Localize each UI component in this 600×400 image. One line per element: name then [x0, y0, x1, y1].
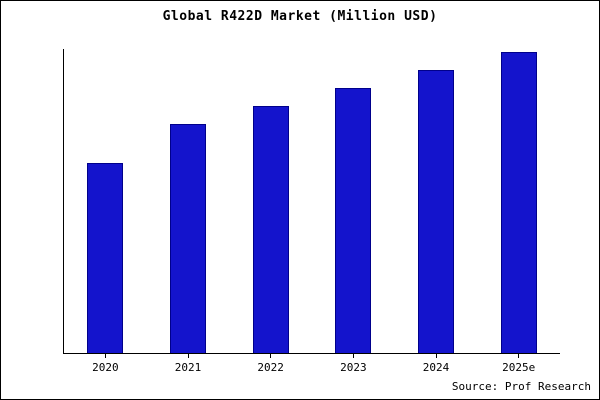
- bar-2025e: [500, 52, 537, 353]
- x-axis-labels: 2020 2021 2022 2023 2024 2025e: [64, 354, 560, 374]
- x-tick: 2022: [229, 354, 312, 374]
- bar-cell: [477, 49, 560, 353]
- plot-area: [63, 49, 560, 354]
- bar-cell: [312, 49, 395, 353]
- bars: [64, 49, 560, 353]
- x-tick-mark: [187, 354, 189, 358]
- bar-cell: [229, 49, 312, 353]
- bar-cell: [395, 49, 478, 353]
- bar-2023: [335, 88, 372, 353]
- x-tick-mark: [518, 354, 520, 358]
- bar-cell: [147, 49, 230, 353]
- x-tick: 2021: [147, 354, 230, 374]
- x-tick-mark: [104, 354, 106, 358]
- x-tick: 2024: [395, 354, 478, 374]
- bar-2020: [87, 163, 124, 353]
- x-tick-label-2024: 2024: [422, 361, 450, 374]
- x-tick-label-2021: 2021: [174, 361, 202, 374]
- bar-2022: [252, 106, 289, 353]
- x-tick-label-2022: 2022: [257, 361, 284, 374]
- x-tick: 2023: [312, 354, 395, 374]
- bar-2021: [170, 124, 206, 353]
- x-tick: 2020: [64, 354, 147, 374]
- x-tick-label-2025e: 2025e: [502, 361, 536, 374]
- x-tick-mark: [270, 354, 272, 358]
- bar-2024: [418, 70, 455, 353]
- bar-cell: [64, 49, 147, 353]
- chart-title: Global R422D Market (Million USD): [162, 9, 438, 24]
- x-tick-label-2020: 2020: [92, 361, 119, 374]
- x-tick-mark: [352, 354, 354, 358]
- x-tick: 2025e: [477, 354, 560, 374]
- source-note: Source: Prof Research: [451, 380, 591, 393]
- x-tick-mark: [435, 354, 437, 358]
- x-tick-label-2023: 2023: [340, 361, 367, 374]
